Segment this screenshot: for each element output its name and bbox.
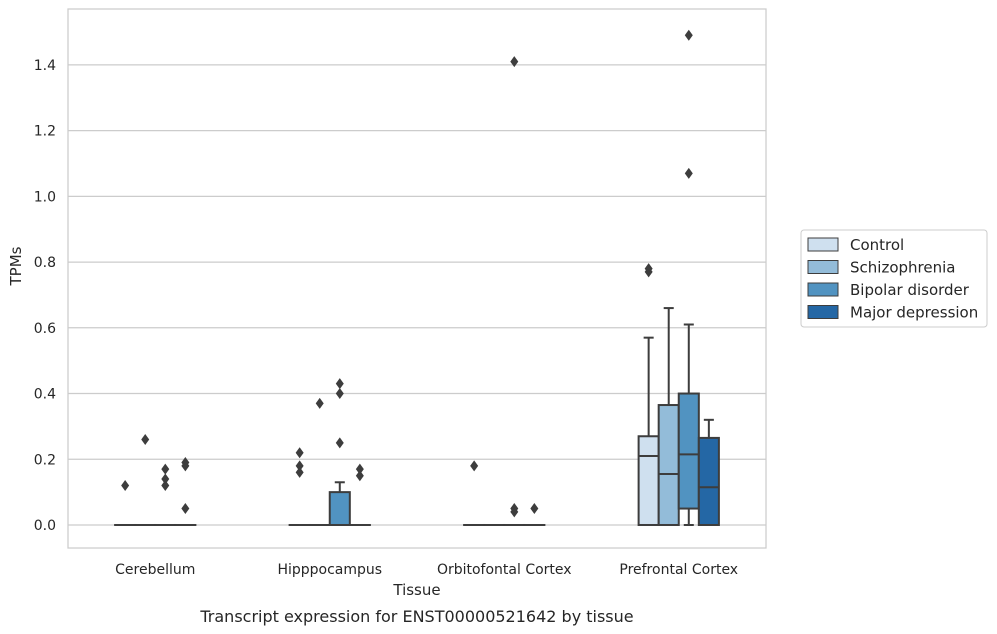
outlier-point	[684, 167, 693, 179]
outlier-point	[355, 470, 364, 482]
outlier-point	[335, 437, 344, 449]
outlier-point	[141, 434, 150, 446]
legend-swatch	[807, 305, 839, 319]
plot-frame	[67, 8, 767, 549]
outlier-point	[335, 388, 344, 400]
box-2-3	[523, 503, 546, 526]
legend-swatch	[807, 237, 839, 252]
outlier-point	[181, 503, 190, 515]
box-3-2	[677, 29, 700, 526]
outlier-point	[684, 29, 693, 41]
x-tick-label: Hipppocampus	[277, 562, 382, 578]
box-1-3	[348, 463, 371, 526]
outlier-point	[161, 480, 170, 492]
outlier-point	[295, 460, 304, 472]
legend: Control Schizophrenia Bipolar disorder Majo…	[800, 229, 988, 328]
outlier-point	[335, 378, 344, 390]
x-tick-label: Prefrontal Cortex	[619, 562, 738, 578]
outlier-point	[181, 457, 190, 469]
outlier-point	[121, 480, 130, 492]
y-tick-label: 0.6	[34, 321, 56, 337]
legend-label: Bipolar disorder	[850, 281, 970, 299]
box-0-0	[114, 480, 137, 526]
y-tick-label: 0.4	[34, 387, 56, 403]
box-3-3	[697, 418, 720, 526]
box-0-1	[134, 434, 157, 526]
box-2-2	[503, 56, 526, 526]
box-iqr	[657, 404, 680, 526]
box-1-2	[328, 378, 351, 526]
boxes	[114, 29, 720, 526]
legend-label: Schizophrenia	[850, 259, 955, 277]
chart-caption: Transcript expression for ENST0000052164…	[199, 607, 633, 626]
box-iqr	[328, 491, 351, 526]
legend-swatch	[807, 282, 839, 297]
legend-label: Major depression	[850, 304, 978, 322]
box-0-3	[174, 457, 197, 526]
box-iqr	[697, 436, 720, 526]
y-tick-label: 1.2	[34, 124, 56, 140]
box-2-0	[463, 460, 486, 526]
box-1-1	[308, 397, 331, 526]
y-tick-label: 1.0	[34, 189, 56, 205]
outlier-point	[530, 503, 539, 515]
outlier-point	[510, 503, 519, 515]
y-axis-label: TPMs	[7, 246, 25, 286]
outlier-point	[355, 463, 364, 475]
box-0-2	[154, 463, 177, 526]
y-tick-label: 0.2	[34, 452, 56, 468]
box-3-0	[637, 263, 660, 526]
y-tick-label: 1.4	[34, 58, 56, 74]
box-3-1	[657, 307, 680, 526]
outlier-point	[295, 466, 304, 478]
legend-swatch	[807, 260, 839, 274]
y-tick-label: 0.8	[34, 255, 56, 271]
box-iqr	[637, 435, 660, 526]
box-1-0	[288, 447, 311, 526]
outlier-point	[510, 56, 519, 68]
outlier-point	[295, 447, 304, 459]
legend-label: Control	[850, 236, 904, 254]
y-tick-labels: 0.0 0.2 0.4 0.6 0.8 1.0 1.2 1.4	[34, 58, 56, 534]
x-tick-label: Cerebellum	[115, 562, 195, 578]
outlier-point	[161, 473, 170, 485]
y-tick-label: 0.0	[34, 518, 56, 534]
outlier-point	[644, 263, 653, 275]
x-axis-label: Tissue	[392, 581, 440, 599]
outlier-point	[470, 460, 479, 472]
x-tick-label: Orbitofontal Cortex	[437, 562, 572, 578]
outlier-point	[161, 463, 170, 475]
box-iqr	[677, 392, 700, 510]
x-tick-labels: Cerebellum Hipppocampus Orbitofontal Corte…	[115, 562, 738, 578]
outlier-point	[315, 397, 324, 409]
legend-frame	[800, 229, 988, 328]
